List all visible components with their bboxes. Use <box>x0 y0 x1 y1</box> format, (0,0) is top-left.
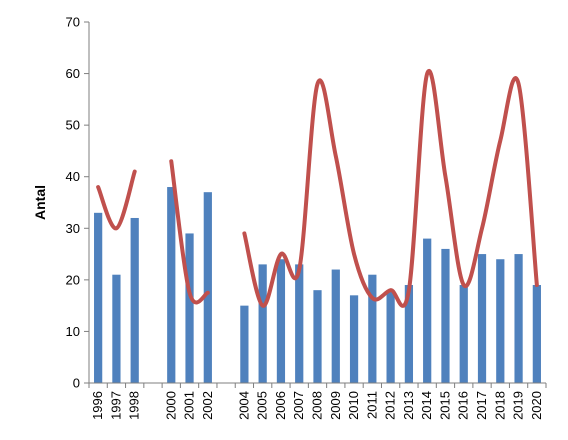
x-tick-label: 2014 <box>419 391 434 420</box>
bar <box>496 259 505 383</box>
y-tick-label: 70 <box>66 15 80 30</box>
bar <box>532 285 541 383</box>
y-tick-label: 30 <box>66 221 80 236</box>
x-tick-label: 2002 <box>200 391 215 420</box>
bar <box>313 290 322 383</box>
bar <box>386 290 395 383</box>
y-tick-label: 10 <box>66 324 80 339</box>
bar <box>368 274 377 383</box>
line-segment <box>169 159 210 305</box>
y-axis: 0 10 20 30 40 50 60 70 <box>66 15 90 391</box>
x-tick-label: 2007 <box>291 391 306 420</box>
y-tick-label: 20 <box>66 272 80 287</box>
bar <box>349 295 359 383</box>
line-segment <box>242 68 539 308</box>
x-tick-label: 2013 <box>401 391 416 420</box>
bar <box>423 238 432 383</box>
bar <box>441 248 450 383</box>
bar <box>203 192 212 383</box>
x-tick-label: 2005 <box>255 391 270 420</box>
bar <box>404 285 414 383</box>
bar <box>112 274 121 383</box>
x-tick-label: 1997 <box>108 391 123 420</box>
x-tick-label: 2016 <box>456 391 471 420</box>
x-tick-label: 2012 <box>383 391 398 420</box>
bar <box>185 233 194 383</box>
bar <box>514 254 523 383</box>
bar-series <box>94 187 541 383</box>
bar <box>331 269 340 383</box>
y-tick-label: 60 <box>66 66 80 81</box>
bar <box>240 305 249 383</box>
x-axis: 1996 1997 1998 2000 2001 2002 2004 2005 2006 2007… <box>88 382 547 420</box>
x-tick-label: 2009 <box>328 391 343 420</box>
x-tick-label: 1996 <box>90 391 105 420</box>
x-tick-label: 2006 <box>273 391 288 420</box>
y-axis-title: Antal <box>32 185 48 220</box>
y-tick-label: 0 <box>73 376 80 391</box>
bar <box>167 187 176 383</box>
bar <box>477 254 487 383</box>
x-tick-label: 1998 <box>127 391 142 420</box>
x-tick-label: 2001 <box>182 391 197 420</box>
x-tick-label: 2015 <box>437 391 452 420</box>
x-tick-label: 2004 <box>236 391 251 420</box>
bar <box>94 212 103 383</box>
bar <box>295 264 304 383</box>
x-tick-label: 2017 <box>474 391 489 420</box>
x-tick-label: 2020 <box>529 391 544 420</box>
x-tick-label: 2018 <box>492 391 507 420</box>
line-series <box>96 68 539 308</box>
line-segment <box>96 169 137 231</box>
x-tick-label: 2008 <box>310 391 325 420</box>
y-tick-label: 40 <box>66 169 80 184</box>
bar <box>459 285 468 383</box>
x-tick-label: 2011 <box>364 391 379 419</box>
bar <box>276 259 286 383</box>
x-tick-label: 2000 <box>163 391 178 420</box>
x-tick-label: 2019 <box>511 391 526 420</box>
bar <box>130 217 139 383</box>
bar <box>258 264 267 383</box>
x-tick-label: 2010 <box>346 391 361 420</box>
y-tick-label: 50 <box>66 118 80 133</box>
